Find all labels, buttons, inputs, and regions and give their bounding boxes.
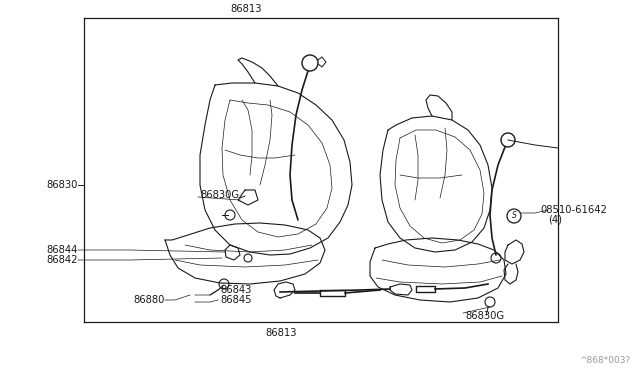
Text: 86830G: 86830G bbox=[200, 190, 239, 200]
Text: ^868*003?: ^868*003? bbox=[579, 356, 630, 365]
Text: 86842: 86842 bbox=[47, 255, 78, 265]
Text: 86830: 86830 bbox=[47, 180, 78, 190]
Text: 86830G: 86830G bbox=[465, 311, 504, 321]
Text: (4): (4) bbox=[548, 215, 562, 225]
Text: 86813: 86813 bbox=[230, 4, 262, 14]
Text: 08510-61642: 08510-61642 bbox=[540, 205, 607, 215]
Text: 86844: 86844 bbox=[47, 245, 78, 255]
Text: 86843: 86843 bbox=[220, 285, 252, 295]
Text: S: S bbox=[511, 212, 516, 221]
Text: 86880: 86880 bbox=[134, 295, 165, 305]
Text: 86845: 86845 bbox=[220, 295, 252, 305]
Text: 86813: 86813 bbox=[265, 328, 296, 338]
